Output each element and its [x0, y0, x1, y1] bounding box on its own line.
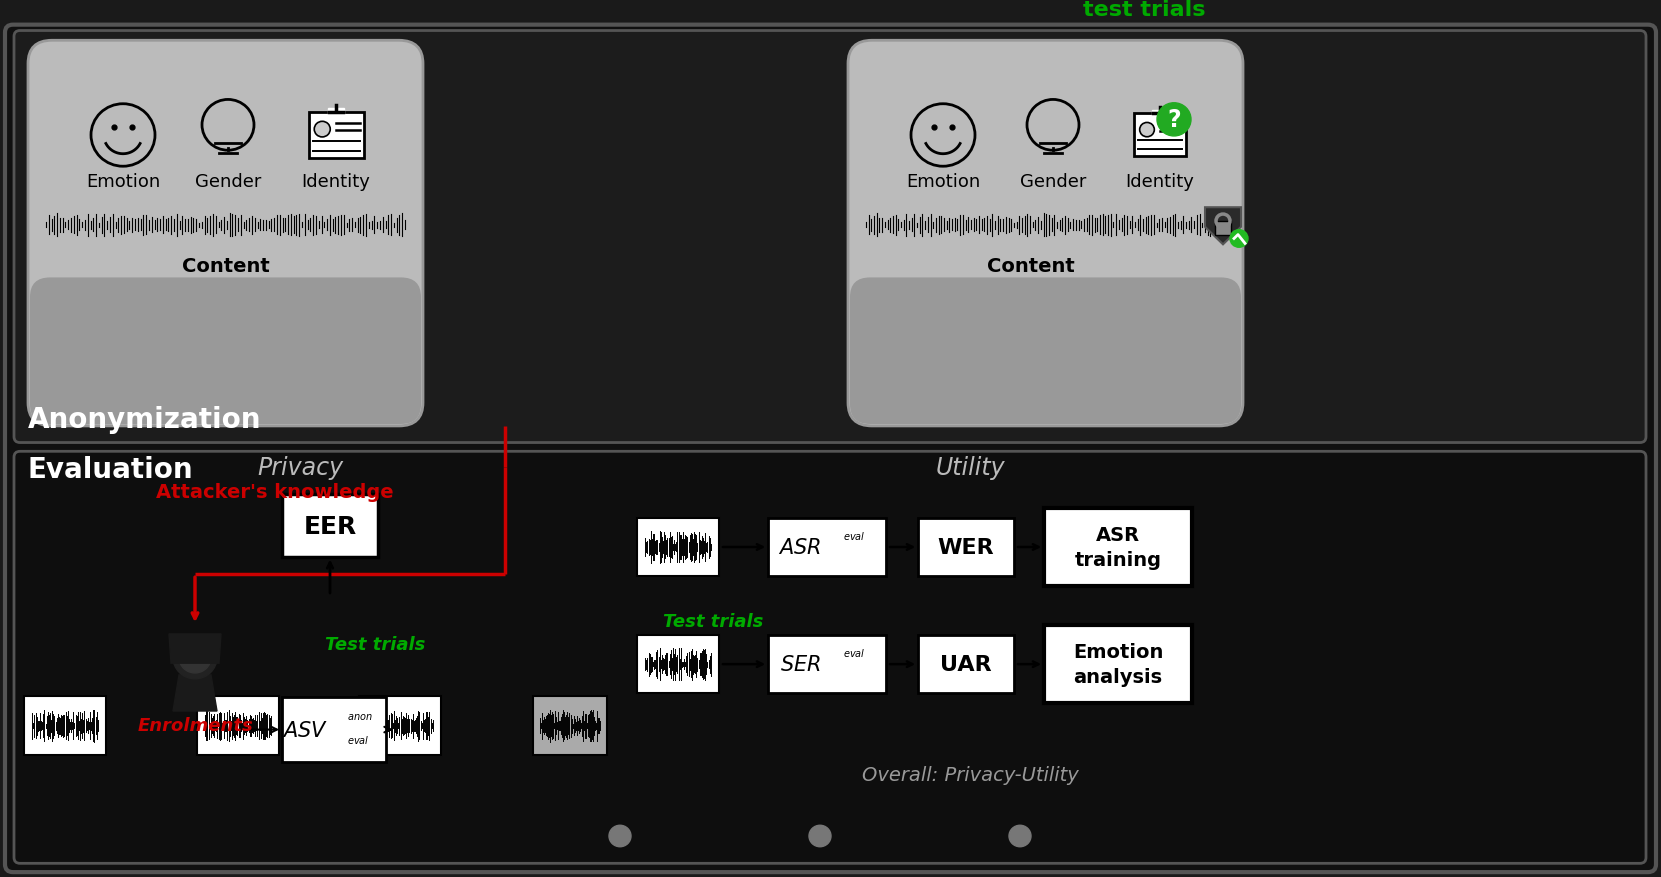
- Text: Test trials: Test trials: [326, 635, 425, 653]
- Text: $ASR$: $ASR$: [779, 538, 822, 558]
- Circle shape: [1008, 825, 1031, 847]
- FancyBboxPatch shape: [767, 635, 885, 694]
- Text: $_{eval}$: $_{eval}$: [347, 732, 369, 746]
- Text: EER: EER: [304, 514, 357, 538]
- FancyBboxPatch shape: [1045, 509, 1193, 587]
- Text: Gender: Gender: [1020, 173, 1086, 191]
- Bar: [1214, 222, 1231, 235]
- FancyBboxPatch shape: [919, 518, 1013, 577]
- Circle shape: [173, 636, 218, 679]
- Bar: [1153, 111, 1168, 118]
- FancyBboxPatch shape: [638, 635, 719, 694]
- FancyBboxPatch shape: [849, 41, 1242, 426]
- Text: ASR
training: ASR training: [1075, 525, 1161, 569]
- Text: $SER$: $SER$: [779, 654, 821, 674]
- Text: Gender: Gender: [194, 173, 261, 191]
- Text: $ASV$: $ASV$: [282, 720, 329, 739]
- FancyBboxPatch shape: [30, 278, 420, 424]
- FancyBboxPatch shape: [28, 41, 424, 426]
- Text: Identity: Identity: [1126, 173, 1194, 191]
- Polygon shape: [169, 634, 221, 663]
- Bar: [327, 109, 344, 117]
- FancyBboxPatch shape: [13, 452, 1646, 863]
- Text: UAR: UAR: [940, 654, 992, 674]
- Text: Enrolments: Enrolments: [138, 717, 252, 734]
- Text: Content: Content: [181, 257, 269, 275]
- FancyBboxPatch shape: [282, 697, 385, 762]
- Circle shape: [1139, 124, 1154, 138]
- Circle shape: [610, 825, 631, 847]
- Polygon shape: [173, 675, 218, 711]
- Text: Utility: Utility: [935, 456, 1005, 480]
- Text: Emotion: Emotion: [905, 173, 980, 191]
- FancyBboxPatch shape: [533, 696, 606, 755]
- FancyBboxPatch shape: [1134, 114, 1186, 157]
- Text: Privacy: Privacy: [257, 456, 344, 480]
- FancyBboxPatch shape: [638, 518, 719, 577]
- Circle shape: [1158, 103, 1191, 137]
- FancyBboxPatch shape: [767, 518, 885, 577]
- FancyBboxPatch shape: [13, 32, 1646, 443]
- FancyBboxPatch shape: [919, 635, 1013, 694]
- Text: Emotion
analysis: Emotion analysis: [1073, 643, 1163, 687]
- Text: Content: Content: [987, 257, 1075, 275]
- Text: Overall: Privacy-Utility: Overall: Privacy-Utility: [862, 766, 1078, 784]
- Circle shape: [809, 825, 830, 847]
- FancyBboxPatch shape: [23, 696, 106, 755]
- Text: ?: ?: [1168, 108, 1181, 132]
- Text: Evaluation: Evaluation: [28, 456, 194, 484]
- Circle shape: [1231, 231, 1247, 248]
- Text: $_{eval}$: $_{eval}$: [844, 529, 865, 543]
- FancyBboxPatch shape: [282, 495, 379, 557]
- FancyBboxPatch shape: [850, 278, 1241, 424]
- FancyBboxPatch shape: [309, 112, 364, 160]
- Text: Identity: Identity: [302, 173, 370, 191]
- FancyBboxPatch shape: [1045, 625, 1193, 703]
- Text: $_{eval}$: $_{eval}$: [844, 645, 865, 660]
- Text: Attacker's knowledge: Attacker's knowledge: [156, 482, 394, 502]
- Text: Anonymization: Anonymization: [28, 405, 261, 433]
- Circle shape: [179, 642, 211, 674]
- FancyBboxPatch shape: [5, 25, 1656, 872]
- FancyBboxPatch shape: [198, 696, 279, 755]
- Text: $^{anon}$: $^{anon}$: [347, 711, 372, 725]
- Circle shape: [314, 122, 331, 138]
- Text: Emotion: Emotion: [86, 173, 159, 191]
- Text: test trials: test trials: [1083, 0, 1206, 20]
- Text: WER: WER: [938, 538, 995, 558]
- FancyBboxPatch shape: [359, 696, 442, 755]
- Polygon shape: [1204, 208, 1241, 245]
- Text: Test trials: Test trials: [663, 612, 762, 631]
